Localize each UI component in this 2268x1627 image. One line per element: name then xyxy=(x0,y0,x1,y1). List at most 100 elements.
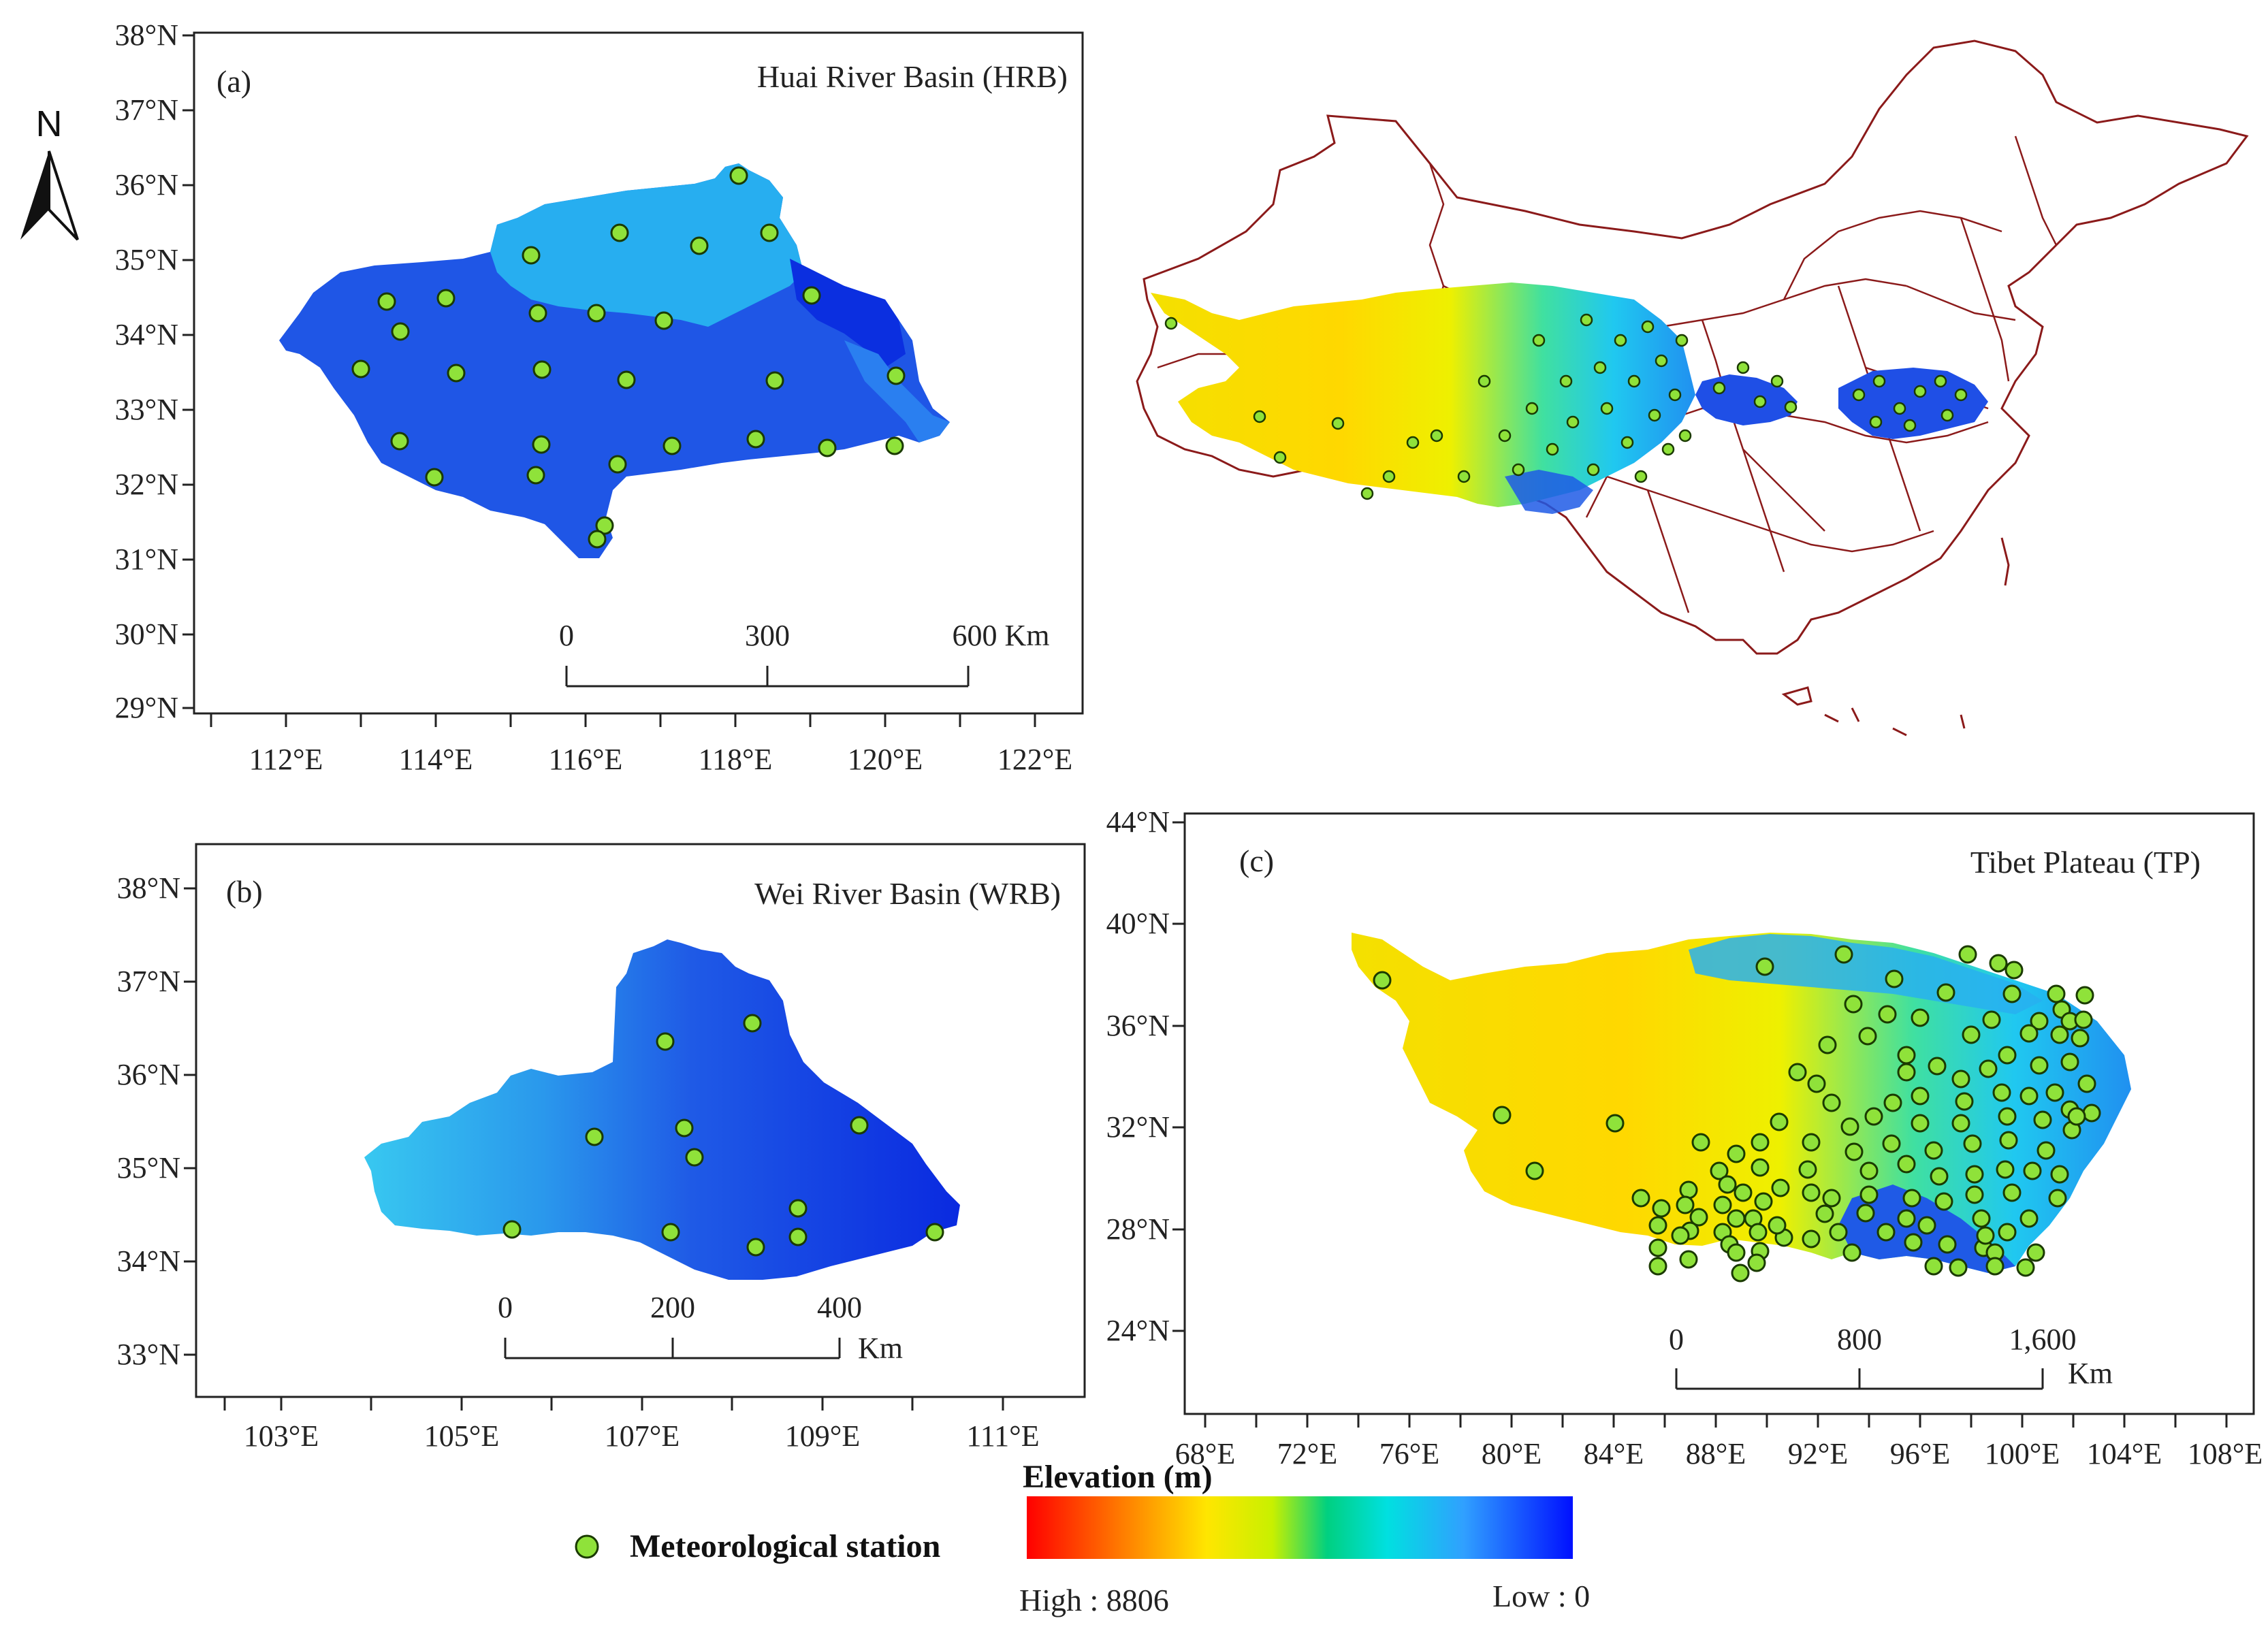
station-marker xyxy=(729,166,748,185)
lat-tick-label: 37°N xyxy=(117,965,180,998)
panel-c-title: Tibet Plateau (TP) xyxy=(1970,845,2201,880)
station-marker xyxy=(447,364,466,383)
station-marker xyxy=(1755,957,1774,976)
scale-label: 0 xyxy=(559,619,574,652)
station-marker xyxy=(1430,429,1443,442)
station-marker xyxy=(1859,1161,1879,1180)
station-marker xyxy=(1634,470,1648,483)
station-marker xyxy=(1818,1035,1837,1054)
station-marker xyxy=(1869,415,1883,429)
hrb-stations xyxy=(351,166,906,549)
station-marker xyxy=(1655,354,1668,368)
station-marker xyxy=(1934,374,1947,388)
lon-tick-label: 80°E xyxy=(1482,1437,1542,1470)
station-marker xyxy=(1586,463,1600,477)
lat-tick-label: 36°N xyxy=(115,168,178,202)
panel-a-lat-axis: 38°N 37°N 36°N 35°N 34°N 33°N 32°N 31°N … xyxy=(115,18,194,724)
lat-tick-label: 33°N xyxy=(115,393,178,426)
station-marker xyxy=(2019,1086,2039,1106)
station-marker xyxy=(522,246,541,265)
wrb-basin-region xyxy=(364,939,960,1280)
lat-tick-label: 36°N xyxy=(117,1058,180,1091)
station-marker xyxy=(1962,1025,1981,1044)
lon-tick-label: 103°E xyxy=(244,1419,319,1453)
station-marker xyxy=(585,1127,604,1146)
scale-label: 300 xyxy=(745,619,790,652)
station-marker xyxy=(1566,415,1580,429)
station-marker xyxy=(1985,1257,2005,1276)
panel-a-label: (a) xyxy=(217,64,251,99)
station-marker xyxy=(528,304,547,323)
station-marker xyxy=(1678,429,1692,442)
station-marker xyxy=(1331,417,1345,430)
lon-tick-label: 107°E xyxy=(605,1419,680,1453)
station-marker xyxy=(802,286,821,305)
station-marker xyxy=(1951,1114,1970,1133)
lon-tick-label: 88°E xyxy=(1686,1437,1746,1470)
station-marker xyxy=(2074,1010,2093,1029)
lat-tick-label: 34°N xyxy=(117,1244,180,1278)
station-marker xyxy=(1958,945,1977,964)
lat-tick-label: 34°N xyxy=(115,318,178,351)
station-marker xyxy=(1976,1226,1995,1245)
station-marker xyxy=(1676,1195,1695,1214)
station-marker xyxy=(1498,429,1512,442)
station-marker xyxy=(1641,320,1655,334)
station-marker xyxy=(1273,451,1287,464)
scale-label: 600 Km xyxy=(953,619,1050,652)
panel-b-scale-bar: 0 200 400 Km xyxy=(498,1291,903,1365)
station-marker xyxy=(1788,1063,1807,1082)
lon-tick-label: 112°E xyxy=(249,743,323,776)
lat-tick-label: 33°N xyxy=(117,1338,180,1371)
station-marker xyxy=(1770,1112,1789,1131)
station-marker xyxy=(1727,1144,1746,1163)
lon-tick-label: 114°E xyxy=(399,743,473,776)
station-marker xyxy=(1748,1223,1768,1242)
station-marker xyxy=(1689,1208,1708,1227)
station-marker xyxy=(1652,1199,1671,1218)
panel-b-frame xyxy=(195,843,1086,1398)
station-marker xyxy=(436,289,456,308)
station-marker xyxy=(654,311,673,330)
station-marker xyxy=(1998,1107,2017,1126)
station-marker xyxy=(2082,1104,2101,1123)
wrb-stations xyxy=(502,1014,944,1257)
station-marker xyxy=(2033,1110,2052,1129)
lon-tick-label: 68°E xyxy=(1175,1437,1235,1470)
station-marker xyxy=(1840,1117,1859,1136)
station-marker xyxy=(1955,1092,1974,1111)
station-marker xyxy=(2075,986,2094,1005)
lat-tick-label: 29°N xyxy=(115,691,178,724)
station-marker xyxy=(2019,1024,2039,1043)
station-marker xyxy=(2077,1074,2096,1093)
station-marker xyxy=(1675,334,1689,347)
station-marker xyxy=(1754,1192,1773,1211)
station-marker xyxy=(2050,1025,2069,1044)
station-marker xyxy=(1727,1243,1746,1262)
north-arrow-right-icon xyxy=(48,150,79,241)
station-marker xyxy=(2030,1056,2049,1075)
panel-a-frame xyxy=(193,31,1084,715)
tp-stations xyxy=(1373,945,2101,1283)
scale-label: 800 xyxy=(1837,1323,1882,1356)
panel-b-label: (b) xyxy=(226,874,263,909)
station-marker xyxy=(1679,1180,1698,1199)
station-marker xyxy=(2016,1258,2035,1277)
station-marker xyxy=(1924,1257,1943,1276)
station-marker xyxy=(1965,1185,1984,1204)
station-marker xyxy=(1373,971,1392,990)
station-marker xyxy=(662,436,682,455)
panel-b-lat-axis: 38°N 37°N 36°N 35°N 34°N 33°N xyxy=(117,871,196,1371)
lat-tick-label: 38°N xyxy=(117,871,180,905)
lon-tick-label: 96°E xyxy=(1890,1437,1950,1470)
station-marker xyxy=(2048,1189,2067,1208)
station-marker xyxy=(1164,317,1178,330)
station-marker xyxy=(587,304,606,323)
panel-b-lon-axis: 103°E 105°E 107°E 109°E 111°E xyxy=(223,1397,1040,1453)
lon-tick-label: 116°E xyxy=(549,743,623,776)
station-marker xyxy=(595,516,614,535)
station-marker xyxy=(532,435,551,454)
station-marker xyxy=(1751,1133,1770,1152)
lat-tick-label: 36°N xyxy=(1106,1009,1170,1042)
panel-c: (c) Tibet Plateau (TP) 44°N 40°N 36°N 32… xyxy=(1106,805,2263,1470)
